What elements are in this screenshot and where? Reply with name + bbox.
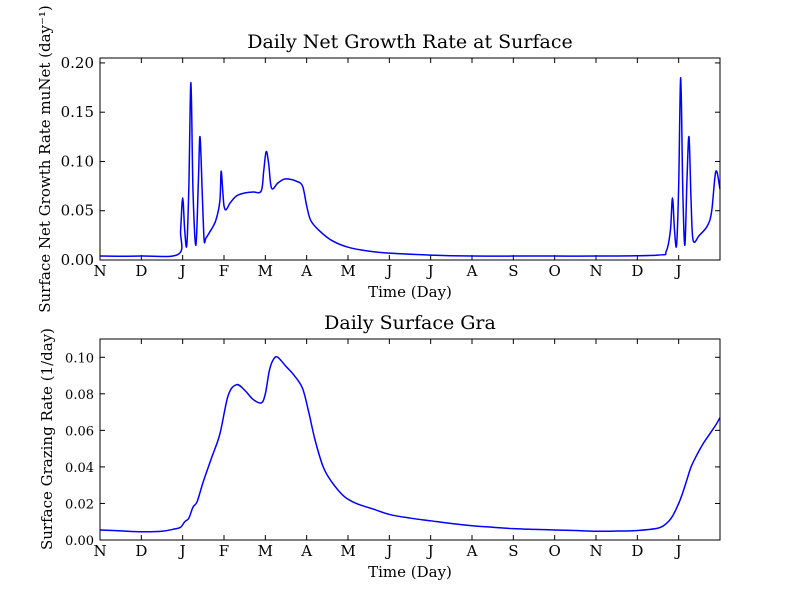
grazing-x-tick-label: S [508,542,518,560]
grazing-x-tick-label: J [674,542,682,560]
growth-x-tick-label: J [674,262,682,280]
growth-plot-frame [99,57,721,261]
growth-y-tick-label: 0.05 [61,202,94,220]
grazing-y-axis-label: Surface Grazing Rate (1/day) [38,328,56,550]
grazing-plot-frame [99,338,721,541]
growth-y-tick-label: 0.20 [61,54,94,72]
grazing-rate-subplot: Daily Surface Gra N D J F M A M J J A S O N D J 0.00 0.… [38,312,721,581]
growth-x-tick-label: S [508,262,518,280]
grazing-x-tick-label: J [178,542,186,560]
grazing-x-tick-label: M [258,542,273,560]
growth-x-tick-label: J [384,262,392,280]
grazing-x-tick-label: J [384,542,392,560]
grazing-x-axis-label: Time (Day) [368,563,452,581]
growth-x-tick-label: J [426,262,434,280]
grazing-y-tick-label: 0.06 [65,424,94,439]
grazing-x-tick-label: A [466,542,478,560]
growth-x-axis-label: Time (Day) [368,283,452,301]
growth-rate-subplot: Daily Net Growth Rate at Surface N D J F M A M… [36,5,721,313]
growth-x-tick-label: O [549,262,561,280]
growth-y-axis-label: Surface Net Growth Rate muNet (day⁻¹) [36,5,54,313]
grazing-x-tick-label: N [93,542,106,560]
grazing-x-tick-label: O [549,542,561,560]
growth-x-tick-label: J [178,262,186,280]
grazing-chart-title: Daily Surface Gra [324,312,496,334]
growth-x-tick-label: M [258,262,273,280]
grazing-y-tick-label: 0.08 [65,388,94,403]
growth-y-tick-label: 0.00 [61,251,94,269]
grazing-x-tick-label: D [631,542,643,560]
grazing-x-tick-label: F [219,542,229,560]
growth-chart-title: Daily Net Growth Rate at Surface [247,31,572,53]
growth-y-tick-label: 0.10 [61,152,94,170]
grazing-y-tick-label: 0.10 [65,351,94,366]
growth-x-tick-label: D [631,262,643,280]
grazing-y-tick-label: 0.02 [65,497,94,512]
grazing-x-tick-label: A [300,542,312,560]
growth-x-tick-label: N [589,262,602,280]
growth-x-tick-label: N [93,262,106,280]
growth-x-tick-label: A [300,262,312,280]
grazing-y-tick-label: 0.04 [65,461,94,476]
grazing-x-tick-label: J [426,542,434,560]
growth-x-tick-label: A [466,262,478,280]
growth-x-tick-label: F [219,262,229,280]
grazing-x-tick-label: D [135,542,147,560]
growth-x-tick-label: D [135,262,147,280]
growth-rate-series-line [99,76,721,258]
grazing-y-tick-label: 0.00 [65,534,94,549]
grazing-x-tick-label: M [340,542,355,560]
growth-y-tick-label: 0.15 [61,103,94,121]
growth-x-tick-label: M [340,262,355,280]
grazing-x-tick-label: N [589,542,602,560]
grazing-rate-series-line [99,355,721,533]
